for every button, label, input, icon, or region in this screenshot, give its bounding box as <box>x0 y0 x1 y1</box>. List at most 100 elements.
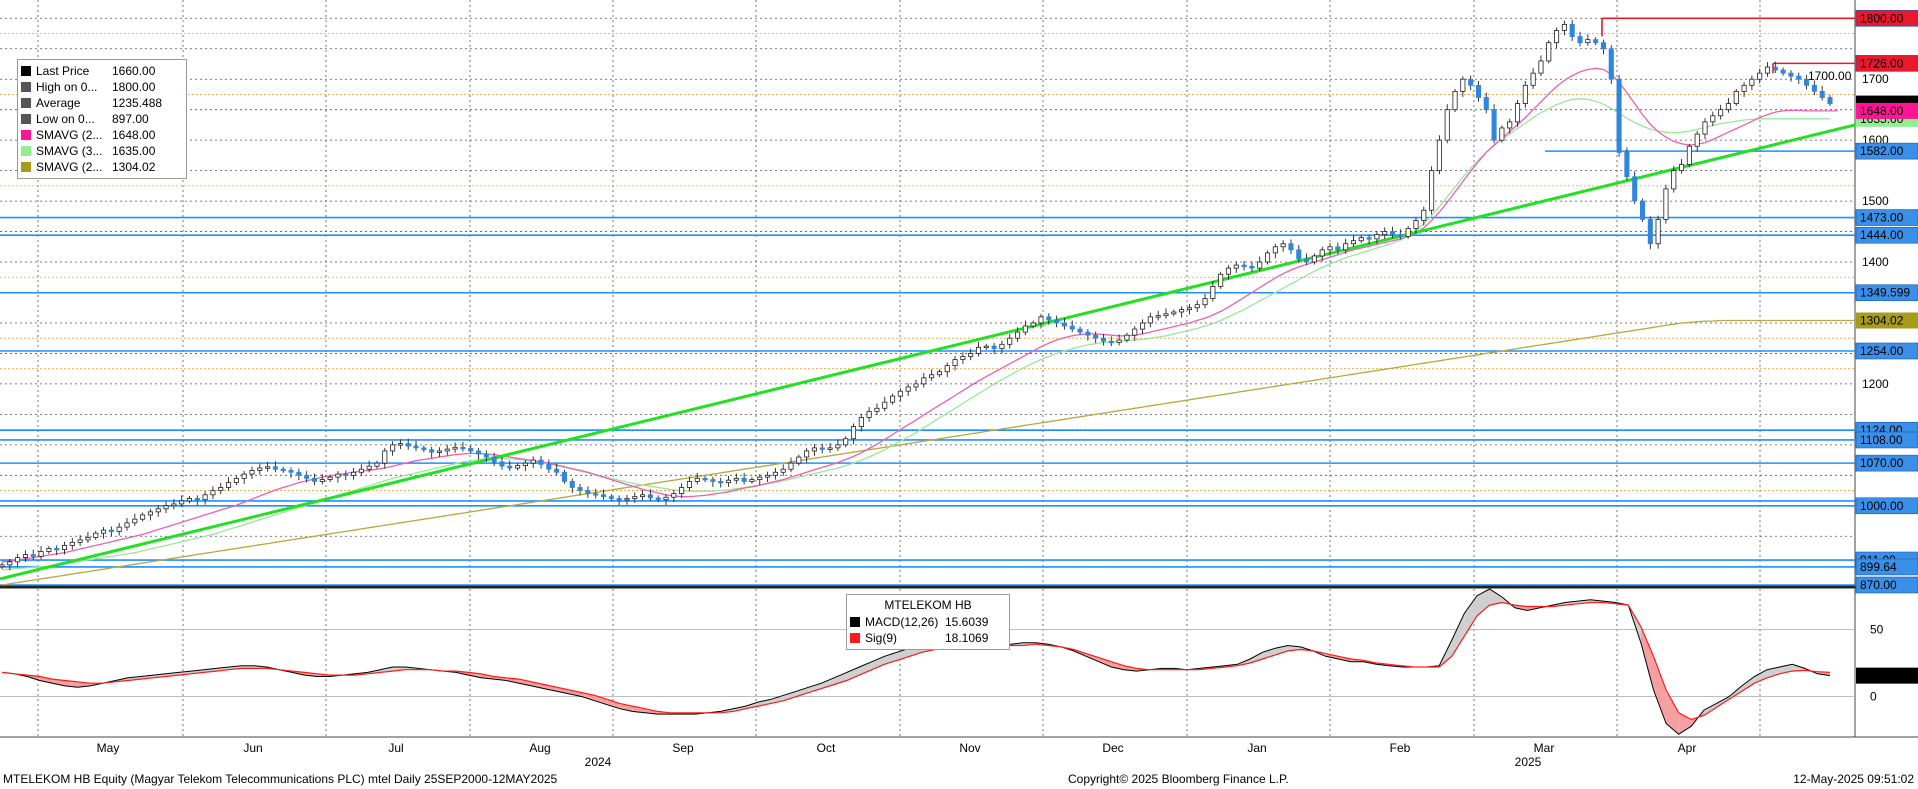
macd-legend-item[interactable]: MACD(12,26) 15.6039 <box>847 614 1009 630</box>
candle <box>436 450 443 453</box>
candle <box>1038 316 1044 324</box>
candle <box>1171 311 1177 315</box>
candle <box>1663 188 1669 220</box>
macd-fill <box>556 687 570 694</box>
level-label: 1800.00 <box>1855 9 1918 27</box>
candle <box>960 356 966 360</box>
x-tick-label: Mar <box>1534 741 1555 755</box>
x-tick-label: Aug <box>529 741 550 755</box>
legend-value: 897.00 <box>112 112 149 126</box>
macd-y-tick-label: 0 <box>1870 690 1877 704</box>
candle <box>1491 109 1497 141</box>
legend-item[interactable]: Average 1235.488 <box>18 95 186 111</box>
macd-fill <box>140 675 154 680</box>
price-legend[interactable]: Last Price 1660.00 High on 0... 1800.00 Aver… <box>17 59 187 179</box>
candle <box>827 447 833 450</box>
legend-value: 1635.00 <box>112 144 156 158</box>
candle <box>1647 218 1653 245</box>
level-label: 1349.599 <box>1855 284 1918 302</box>
candle <box>304 474 310 479</box>
candle <box>186 498 193 502</box>
candle <box>530 459 536 464</box>
candle <box>999 343 1005 349</box>
candle <box>1718 109 1724 117</box>
legend-label: Last Price <box>36 64 90 78</box>
candle <box>694 477 700 482</box>
legend-item[interactable]: High on 0... 1800.00 <box>18 79 186 95</box>
candle <box>1639 200 1646 220</box>
candle <box>515 465 521 469</box>
candle <box>1569 23 1575 37</box>
legend-item[interactable]: SMAVG (3... 1635.00 <box>18 143 186 159</box>
candle <box>1202 298 1208 306</box>
candle <box>1022 325 1028 333</box>
legend-label: SMAVG (2... <box>36 160 103 174</box>
candle <box>1132 328 1138 336</box>
level-label: 1108.00 <box>1855 431 1918 449</box>
price-label-text: 1304.02 <box>1860 314 1904 328</box>
x-year-label: 2024 <box>585 755 612 769</box>
legend-item[interactable]: SMAVG (2... 1648.00 <box>18 127 186 143</box>
candle <box>1444 109 1450 141</box>
candle <box>936 371 942 376</box>
candle <box>507 465 513 469</box>
candle <box>858 417 864 427</box>
candle <box>1710 115 1716 123</box>
macd-value-box <box>1856 667 1918 684</box>
macd-fill <box>1451 613 1465 657</box>
candle <box>1163 313 1169 317</box>
candle <box>1147 316 1153 324</box>
legend-item[interactable]: Low on 0... 897.00 <box>18 111 186 127</box>
candle <box>1296 249 1302 260</box>
macd-legend-item[interactable]: Sig(9) 18.1069 <box>847 630 1009 646</box>
candle <box>921 377 927 385</box>
level-label-box <box>1855 497 1918 515</box>
macd-fill <box>1477 589 1490 616</box>
signal-line <box>1 601 1831 721</box>
candle <box>1514 103 1521 123</box>
candle <box>421 447 427 451</box>
y-tick-label: 1700 <box>1862 72 1889 86</box>
macd-value-text: 15.6039 <box>1858 669 1902 683</box>
macd-fill <box>52 679 66 686</box>
candle <box>765 474 771 478</box>
legend-swatch <box>21 162 31 172</box>
candle <box>85 537 91 541</box>
candle <box>0 564 5 568</box>
candle <box>296 471 302 476</box>
candle <box>1061 322 1067 327</box>
candle <box>1561 23 1567 31</box>
macd-legend[interactable]: MTELEKOM HB MACD(12,26) 15.6039 Sig(9) 18.1… <box>846 594 1010 650</box>
x-tick-label: Apr <box>1678 741 1697 755</box>
candle <box>77 539 83 543</box>
candle <box>679 487 685 494</box>
candle <box>725 479 732 484</box>
trendline <box>0 123 1856 581</box>
level-label-box <box>1855 142 1918 160</box>
legend-item[interactable]: SMAVG (2... 1304.02 <box>18 159 186 175</box>
candle <box>1811 84 1817 92</box>
macd-fill <box>1464 595 1478 637</box>
legend-value: 1304.02 <box>112 160 156 174</box>
candle <box>272 466 278 470</box>
legend-value: 1800.00 <box>112 80 156 94</box>
x-tick-label: Dec <box>1102 741 1123 755</box>
candle <box>882 401 888 409</box>
x-tick-label: Jun <box>243 741 262 755</box>
level-label: 1000.00 <box>1855 497 1918 515</box>
candle <box>124 522 130 528</box>
level-label: 1444.00 <box>1855 226 1918 244</box>
legend-item[interactable]: Last Price 1660.00 <box>18 63 186 79</box>
candle <box>335 473 341 478</box>
legend-label: SMAVG (2... <box>36 128 103 142</box>
candle <box>569 481 575 488</box>
candle <box>1233 264 1239 269</box>
legend-label: Low on 0... <box>36 112 95 126</box>
legend-swatch <box>21 98 31 108</box>
macd-fill <box>569 689 582 697</box>
legend-label: High on 0... <box>36 80 98 94</box>
candle <box>1319 249 1325 257</box>
candle <box>1335 246 1341 251</box>
level-label: 1473.00 <box>1855 209 1918 226</box>
candle <box>233 477 239 484</box>
